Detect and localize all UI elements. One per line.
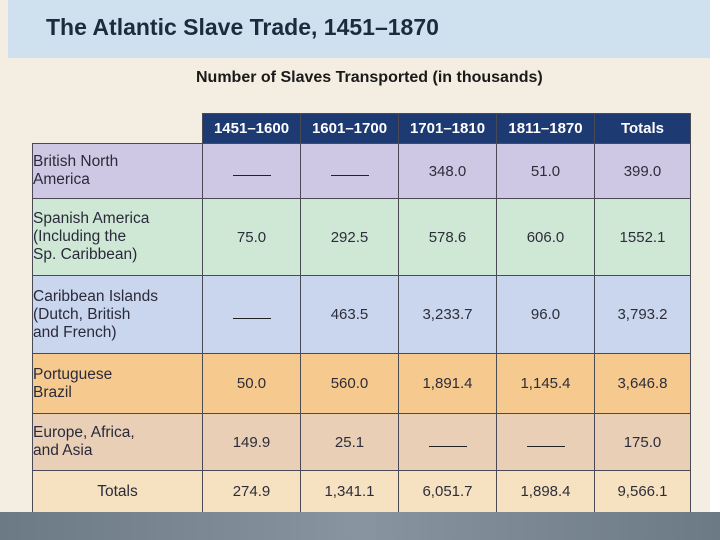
row-label-line: Caribbean Islands [33,287,158,305]
right-edge [710,0,720,512]
table-cell [202,143,301,199]
table-cell: 3,646.8 [594,353,691,414]
table-cell: 3,233.7 [398,275,497,354]
table-cell: 1,341.1 [300,470,399,513]
table-cell: 292.5 [300,198,399,276]
table-cell: 1552.1 [594,198,691,276]
no-data-dash [526,445,565,447]
row-label: Europe, Africa, and Asia [32,413,203,471]
table-cell: 175.0 [594,413,691,471]
column-header: Totals [594,113,691,144]
column-header: 1451–1600 [202,113,301,144]
table-cell: 6,051.7 [398,470,497,513]
table-cell: 25.1 [300,413,399,471]
table-cell: 1,898.4 [496,470,595,513]
row-label-line: Sp. Caribbean) [33,246,138,263]
row-label-line: British North [33,153,119,170]
table-cell: 560.0 [300,353,399,414]
row-label: Totals [32,470,203,513]
table-cell: 9,566.1 [594,470,691,513]
row-label-line: Europe, Africa, [33,424,135,441]
row-label-line: (Dutch, British [33,305,131,323]
column-header: 1701–1810 [398,113,497,144]
table-cell [202,275,301,354]
table-cell: 606.0 [496,198,595,276]
table-cell: 399.0 [594,143,691,199]
row-label-line: and French) [33,323,117,341]
table-cell [300,143,399,199]
row-label: British North America [32,143,203,199]
table-row: British North America 348.0 51.0 399.0 [32,143,691,199]
row-label-line: America [33,171,90,188]
table-row: Spanish America (Including the Sp. Caribbe… [32,198,691,276]
no-data-dash [330,174,369,176]
chart-title: The Atlantic Slave Trade, 1451–1870 [46,14,439,40]
row-label-line: Brazil [33,383,72,401]
no-data-dash [232,318,271,319]
table-row: Totals 274.9 1,341.1 6,051.7 1,898.4 9,566.1 [32,470,691,513]
header-row: 1451–1600 1601–1700 1701–1810 1811–1870 … [32,113,691,144]
row-label: Portuguese Brazil [32,353,203,414]
table-cell: 578.6 [398,198,497,276]
table-cell [496,413,595,471]
column-header: 1601–1700 [300,113,399,144]
row-label: Caribbean Islands (Dutch, British and Fren… [32,275,203,354]
column-header: 1811–1870 [496,113,595,144]
row-label-line: Portuguese [33,365,113,383]
bottom-bar [0,512,720,540]
no-data-dash [428,445,467,447]
table-row: Portuguese Brazil 50.0 560.0 1,891.4 1,145.4 3… [32,353,691,414]
row-label-line: (Including the [33,228,127,245]
no-data-dash [232,174,271,176]
table-cell: 348.0 [398,143,497,199]
header-blank-cell [32,113,203,144]
table-subtitle: Number of Slaves Transported (in thousan… [196,69,543,86]
row-label: Spanish America (Including the Sp. Caribbe… [32,198,203,276]
table-cell: 50.0 [202,353,301,414]
table-cell: 96.0 [496,275,595,354]
table-cell [398,413,497,471]
table-cell: 51.0 [496,143,595,199]
slave-trade-table: 1451–1600 1601–1700 1701–1810 1811–1870 … [32,113,691,513]
row-label-line: and Asia [33,442,93,459]
table-cell: 1,891.4 [398,353,497,414]
table-cell: 149.9 [202,413,301,471]
title-bar: The Atlantic Slave Trade, 1451–1870 [8,0,710,58]
row-label-line: Totals [97,482,138,500]
table-cell: 274.9 [202,470,301,513]
table-cell: 3,793.2 [594,275,691,354]
table-row: Caribbean Islands (Dutch, British and Fren… [32,275,691,354]
table-cell: 463.5 [300,275,399,354]
table-row: Europe, Africa, and Asia 149.9 25.1 175.0 [32,413,691,471]
table-cell: 75.0 [202,198,301,276]
table-cell: 1,145.4 [496,353,595,414]
row-label-line: Spanish America [33,210,150,227]
